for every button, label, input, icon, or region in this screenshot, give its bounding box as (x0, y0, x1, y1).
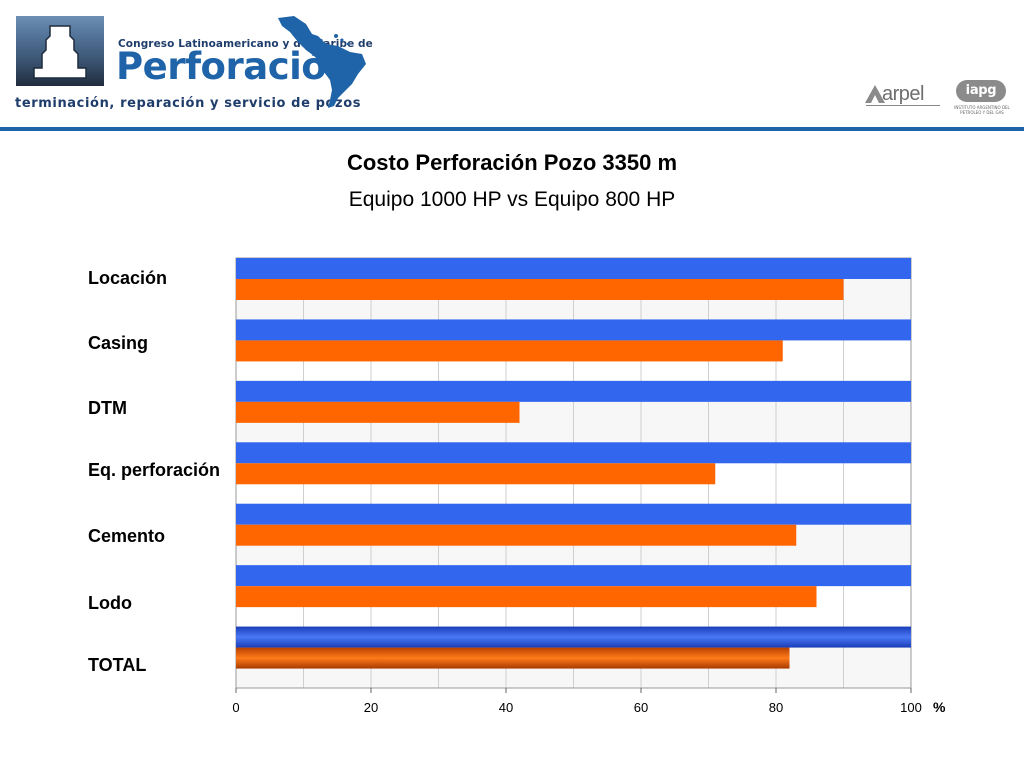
iapg-subtitle: INSTITUTO ARGENTINO DEL PETROLEO Y DEL G… (954, 105, 1010, 115)
bar-series-2 (236, 340, 783, 362)
bar-series-1 (236, 442, 911, 464)
arpel-underline (866, 105, 940, 106)
bar-series-1 (236, 503, 911, 525)
iapg-logo: iapg (956, 80, 1006, 102)
bar-series-2 (236, 586, 817, 608)
x-unit-label: % (933, 699, 946, 715)
category-label: Cemento (88, 526, 166, 546)
category-label: TOTAL (88, 655, 147, 675)
bar-series-1 (236, 319, 911, 341)
x-tick-label: 20 (364, 700, 378, 715)
bar-series-1 (236, 565, 911, 587)
x-tick-label: 40 (499, 700, 513, 715)
chart-title: Costo Perforación Pozo 3350 m (346, 150, 678, 175)
bar-series-1 (236, 380, 911, 402)
chart-subtitle: Equipo 1000 HP vs Equipo 800 HP (348, 188, 676, 211)
arpel-logo: arpel (882, 83, 924, 105)
category-label: Eq. perforación (88, 460, 221, 480)
category-label: Locación (88, 268, 168, 288)
congress-logo-tile (16, 16, 104, 86)
congress-tagline: terminación, reparación y servicio de po… (15, 96, 362, 111)
bar-series-2 (236, 279, 844, 300)
bar-series-2 (236, 463, 716, 485)
latin-america-map-icon (278, 16, 366, 108)
x-tick-label: 60 (634, 700, 648, 715)
bar-series-1 (236, 626, 911, 648)
bar-series-1 (236, 258, 911, 279)
bar-series-2 (236, 524, 797, 546)
x-tick-label: 100 (900, 700, 922, 715)
category-label: Casing (88, 333, 149, 353)
x-tick-label: 0 (232, 700, 239, 715)
bar-series-2 (236, 647, 790, 669)
header-banner: Congreso Latinoamericano y del Caribe de… (0, 0, 1024, 131)
category-label: Lodo (88, 593, 132, 613)
drilling-rig-icon (33, 25, 87, 79)
category-label: DTM (88, 398, 127, 418)
header-divider (0, 127, 1024, 131)
bar-series-2 (236, 401, 520, 423)
x-tick-label: 80 (769, 700, 783, 715)
arpel-logo-icon (865, 85, 885, 103)
